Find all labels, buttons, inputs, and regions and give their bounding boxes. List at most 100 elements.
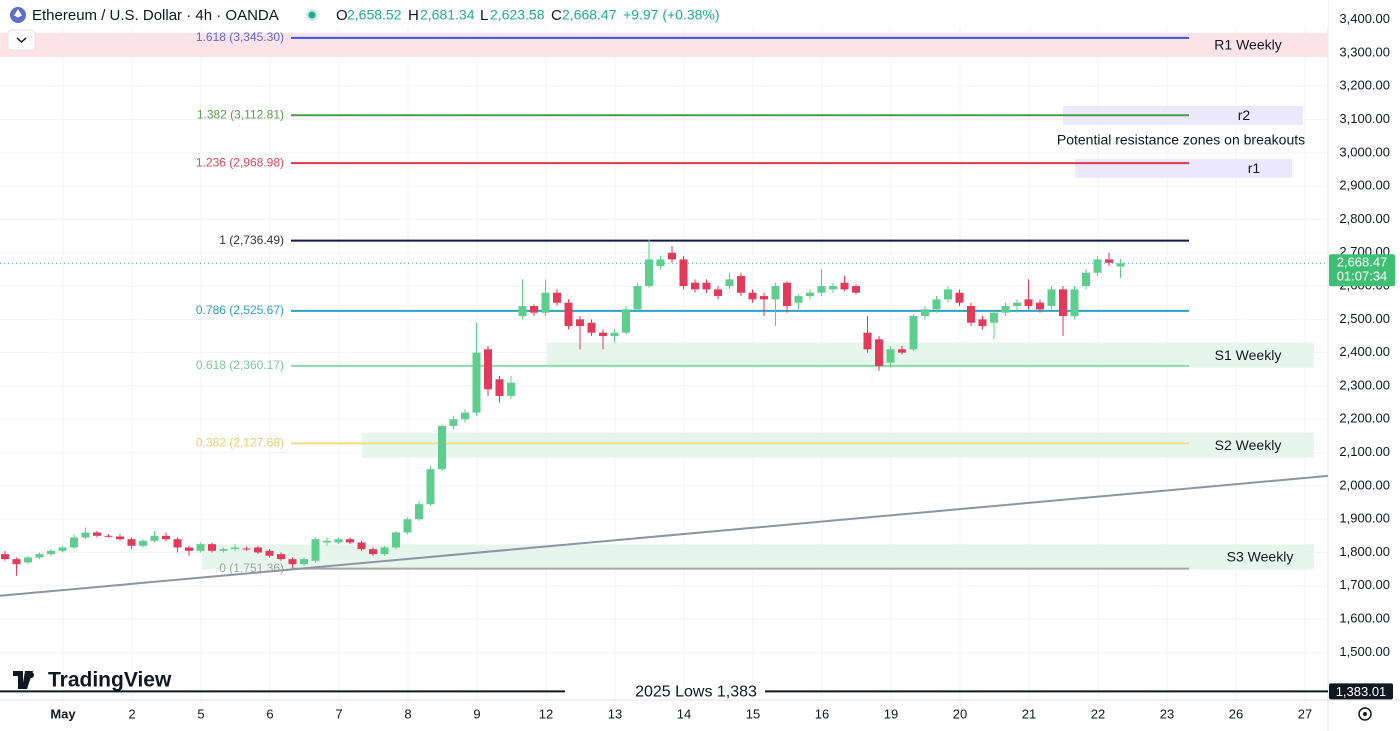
ohlc-value: 2,658.52: [347, 7, 402, 23]
x-tick-label: 26: [1229, 706, 1243, 721]
candle-body: [81, 532, 90, 538]
x-tick-label: 22: [1091, 706, 1105, 721]
zone: [0, 32, 1328, 57]
settings-ring[interactable]: [1358, 707, 1372, 721]
candle-body: [714, 289, 722, 297]
candle-body: [208, 544, 216, 551]
candle-body: [1093, 259, 1102, 273]
candle-body: [668, 252, 676, 260]
candle-body: [495, 379, 504, 396]
candle-body: [599, 332, 607, 337]
zone-label: S1 Weekly: [1215, 347, 1282, 363]
candle-body: [921, 309, 929, 317]
candle-body: [1082, 272, 1090, 287]
candle-body: [760, 296, 768, 300]
candle-body: [219, 549, 228, 551]
price-tag: [1329, 254, 1395, 287]
candle-body: [840, 282, 849, 290]
candle-body: [277, 554, 285, 560]
candle-body: [403, 519, 412, 533]
x-tick-label: May: [50, 706, 76, 721]
candle-body: [1, 554, 9, 560]
chevron[interactable]: [16, 37, 27, 44]
candle-body: [231, 547, 239, 550]
ohlc-key: O: [336, 7, 348, 24]
fib-label: 1.236 (2,968.98): [196, 155, 284, 169]
price-tag-countdown: 01:07:34: [1337, 269, 1388, 284]
candle-body: [438, 425, 446, 470]
candle-body: [300, 559, 308, 565]
candle-body: [771, 286, 780, 300]
candle-body: [104, 535, 113, 537]
trendline: [0, 474, 1329, 597]
candle-body: [783, 282, 791, 307]
change: +9.97 (+0.38%): [623, 7, 720, 23]
fib-label: 0.618 (2,360.17): [196, 358, 284, 372]
candle-body: [932, 299, 941, 310]
collapse-button-box[interactable]: [7, 29, 36, 51]
candle-body: [357, 542, 366, 550]
overlay-layer: Ethereum / U.S. Dollar · 4h · OANDA O 2,…: [7, 6, 1372, 721]
candle-body: [1047, 289, 1056, 307]
y-tick-label: 3,400.00: [1339, 11, 1390, 26]
candle-body: [139, 540, 147, 546]
y-tick-label: 1,900.00: [1339, 511, 1390, 526]
candle-body: [990, 312, 998, 323]
fib-label: 1.618 (3,345.30): [196, 30, 284, 44]
brand-logo-dot: [28, 672, 34, 678]
candle-body: [12, 559, 21, 565]
x-tick-label: 9: [473, 706, 480, 721]
zone: [202, 544, 1314, 570]
ohlc-value: 2,681.34: [420, 7, 475, 23]
zone-label: S3 Weekly: [1227, 549, 1294, 565]
ohlc-value: 2,668.47: [562, 7, 617, 23]
annotation: Potential resistance zones on breakouts: [1057, 132, 1305, 148]
candle-body: [346, 539, 354, 543]
y-tick-label: 1,700.00: [1339, 577, 1390, 592]
candle-body: [47, 550, 55, 555]
y-tick-label: 1,500.00: [1339, 644, 1390, 659]
x-tick-label: 12: [539, 706, 553, 721]
x-tick-label: 2: [128, 706, 135, 721]
candle-body: [955, 292, 964, 303]
candle-body: [70, 537, 78, 548]
ohlc-key: L: [480, 7, 488, 24]
status-dot: [308, 11, 316, 19]
candle-body: [288, 559, 297, 565]
x-tick-label: 16: [815, 706, 829, 721]
settings-core[interactable]: [1363, 712, 1367, 716]
candle-body: [507, 382, 515, 396]
x-tick-label: 27: [1298, 706, 1312, 721]
y-tick-label: 2,800.00: [1339, 211, 1390, 226]
candle-body: [944, 289, 952, 300]
lows-label: 2025 Lows 1,383: [635, 684, 757, 701]
candle-body: [380, 547, 389, 555]
zone-label: R1 Weekly: [1214, 37, 1281, 53]
candle-body: [645, 259, 653, 287]
y-tick-label: 1,600.00: [1339, 611, 1390, 626]
settings-icon[interactable]: [1358, 707, 1372, 721]
candle-body: [886, 349, 895, 363]
main-layer: 1,500.00 1,600.00 1,700.00 1,800.00 1,900.00…: [0, 11, 1395, 721]
y-tick-label: 2,300.00: [1339, 377, 1390, 392]
x-tick-label: 15: [746, 706, 760, 721]
candle-body: [978, 319, 987, 327]
candle-body: [127, 539, 136, 546]
candle-body: [369, 549, 377, 555]
brand-name: TradingView: [48, 669, 172, 692]
price-tag-value: 2,668.47: [1337, 255, 1388, 270]
zone: [362, 432, 1314, 458]
y-tick-label: 3,100.00: [1339, 111, 1390, 126]
candle-body: [1070, 289, 1079, 317]
candle-body: [806, 292, 814, 297]
collapse-button[interactable]: [7, 29, 36, 51]
candle-body: [196, 544, 205, 551]
candle-body: [610, 332, 619, 337]
fib-label: 0.382 (2,127.68): [196, 436, 284, 450]
candle-body: [829, 286, 837, 290]
ohlc-key: C: [551, 7, 562, 24]
y-tick-label: 2,900.00: [1339, 178, 1390, 193]
candle-body: [725, 279, 734, 287]
lows-tag-text: 1,383.01: [1336, 684, 1387, 699]
